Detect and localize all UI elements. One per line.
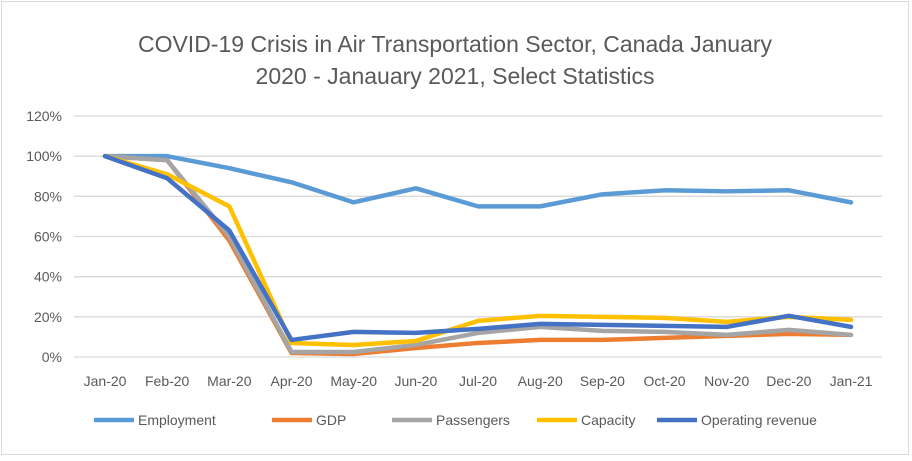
y-tick-label: 60% [34, 229, 62, 245]
x-tick-label: Jul-20 [459, 373, 497, 389]
legend-label: Operating revenue [701, 412, 817, 428]
legend-label: Employment [138, 412, 216, 428]
y-tick-label: 20% [34, 309, 62, 325]
y-tick-label: 40% [34, 269, 62, 285]
x-tick-label: Apr-20 [270, 373, 312, 389]
series-line-employment [102, 153, 854, 209]
x-tick-label: Jan-21 [830, 373, 873, 389]
y-tick-label: 0% [42, 349, 62, 365]
series-line-passengers [102, 153, 854, 355]
x-tick-label: Mar-20 [207, 373, 252, 389]
x-tick-label: Feb-20 [145, 373, 190, 389]
x-tick-label: May-20 [330, 373, 377, 389]
x-tick-label: Dec-20 [766, 373, 811, 389]
x-tick-label: Nov-20 [704, 373, 749, 389]
chart-title-line-1: COVID-19 Crisis in Air Transportation Se… [138, 31, 773, 57]
x-tick-label: Jan-20 [84, 373, 127, 389]
series-line-capacity [102, 153, 854, 348]
y-tick-label: 80% [34, 188, 62, 204]
legend-label: GDP [316, 412, 346, 428]
chart-title-line-2: 2020 - Janauary 2021, Select Statistics [256, 63, 655, 89]
x-tick-label: Aug-20 [518, 373, 563, 389]
x-tick-label: Oct-20 [644, 373, 686, 389]
y-tick-label: 120% [26, 108, 62, 124]
legend-label: Capacity [581, 412, 635, 428]
legend-label: Passengers [436, 412, 510, 428]
x-tick-label: Sep-20 [580, 373, 625, 389]
series-line-operating-revenue [102, 153, 854, 343]
y-tick-label: 100% [26, 148, 62, 164]
x-tick-label: Jun-20 [394, 373, 437, 389]
